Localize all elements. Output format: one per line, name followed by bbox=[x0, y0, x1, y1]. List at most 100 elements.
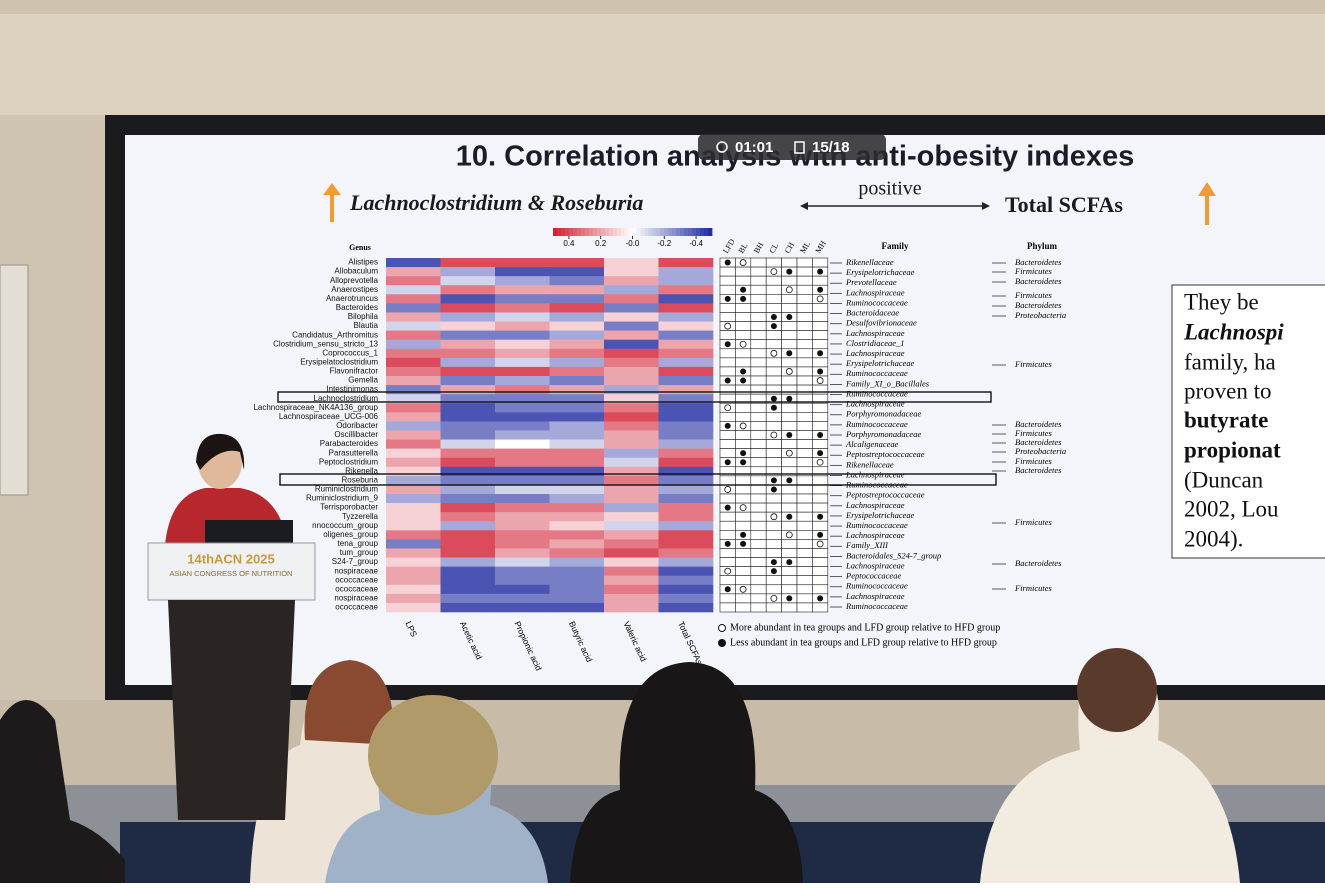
dot-filled bbox=[817, 531, 824, 538]
family-label: Lachnospiraceae bbox=[845, 530, 905, 540]
heatmap-cell bbox=[549, 267, 605, 277]
heatmap-cell bbox=[495, 385, 550, 395]
heatmap-cell bbox=[604, 530, 659, 540]
highlight-box bbox=[279, 473, 997, 486]
heatmap-cell bbox=[658, 394, 714, 404]
heatmap-cell bbox=[495, 303, 550, 313]
dot-cell bbox=[750, 294, 767, 304]
phylum-label: Proteobacteria bbox=[1014, 446, 1066, 456]
dot-cell bbox=[812, 475, 829, 486]
heatmap-cell bbox=[604, 276, 659, 286]
dot-cell bbox=[719, 439, 736, 449]
heatmap-cell bbox=[495, 330, 550, 340]
dot-open bbox=[724, 486, 732, 493]
dot-cell bbox=[735, 275, 752, 286]
dot-open bbox=[770, 268, 778, 276]
legend-dot bbox=[718, 639, 726, 647]
genus-label: Ruminiclostridium_9 bbox=[306, 494, 379, 503]
dot-cell bbox=[735, 593, 752, 604]
colorbar-segment bbox=[604, 228, 610, 236]
dot-cell bbox=[796, 348, 813, 359]
dot-cell bbox=[750, 530, 767, 540]
heatmap-cell bbox=[604, 512, 659, 522]
genus-label: Candidatus_Arthromitus bbox=[292, 330, 378, 339]
dot-cell bbox=[735, 312, 752, 322]
dot-filled bbox=[786, 268, 793, 275]
family-label: Lachnospiraceae bbox=[845, 399, 905, 409]
heatmap-cell bbox=[495, 294, 550, 304]
phylum-label: Firmicutes bbox=[1014, 583, 1053, 593]
laptop bbox=[205, 520, 293, 546]
heatmap-cell bbox=[658, 602, 714, 613]
dot-cell bbox=[812, 548, 829, 558]
heatmap-cell bbox=[386, 548, 441, 558]
phylum-label: Proteobacteria bbox=[1014, 310, 1066, 320]
genus-label: Blautia bbox=[354, 321, 379, 330]
heatmap-cell bbox=[604, 403, 659, 413]
genus-label: Parasutterella bbox=[329, 448, 379, 457]
heatmap-cell bbox=[658, 575, 714, 586]
heatmap-cell bbox=[658, 285, 714, 295]
family-label: Porphyromonadaceae bbox=[845, 429, 921, 439]
family-label: Alcaligenaceae bbox=[845, 439, 899, 449]
genus-label: Anaerotruncus bbox=[326, 294, 378, 303]
colorbar-segment bbox=[684, 228, 689, 236]
side-line: 2002, Lou bbox=[1184, 496, 1279, 521]
dot-cell bbox=[812, 312, 829, 322]
colorbar-segment bbox=[648, 228, 653, 236]
heatmap-cell bbox=[386, 512, 441, 522]
dot-cell bbox=[796, 266, 813, 277]
dot-open bbox=[785, 531, 793, 539]
colorbar-segment bbox=[676, 228, 681, 236]
heatmap-cell bbox=[495, 539, 550, 549]
dot-open bbox=[770, 349, 778, 357]
dot-cell bbox=[796, 566, 813, 576]
dot-cell bbox=[750, 548, 767, 558]
dot-cell bbox=[719, 366, 736, 377]
dot-filled bbox=[817, 513, 824, 520]
heatmap-cell bbox=[658, 557, 714, 567]
dot-cell bbox=[719, 266, 736, 277]
dot-cell bbox=[735, 430, 752, 440]
dot-cell bbox=[719, 430, 736, 440]
heatmap-cell bbox=[549, 548, 605, 558]
heatmap-cell bbox=[495, 512, 550, 522]
heatmap-cell bbox=[386, 539, 441, 549]
heatmap-cell bbox=[440, 412, 496, 422]
heatmap-cell bbox=[386, 294, 441, 304]
heatmap-cell bbox=[440, 258, 496, 268]
heatmap-cell bbox=[549, 593, 605, 604]
heatmap-cell bbox=[549, 385, 605, 395]
right-label: Total SCFAs bbox=[1005, 192, 1123, 217]
dot-filled bbox=[770, 323, 777, 330]
genus-label: Flavonifractor bbox=[330, 367, 379, 376]
heatmap-cell bbox=[386, 412, 441, 422]
speaker-hair bbox=[196, 433, 245, 470]
heatmap-cell bbox=[440, 548, 496, 558]
dot-cell bbox=[812, 303, 829, 313]
heatmap-cell bbox=[658, 539, 714, 549]
dot-filled bbox=[817, 432, 824, 438]
dot-cell bbox=[750, 303, 767, 313]
genus-label: Anaerostipes bbox=[331, 285, 378, 294]
heatmap-cell bbox=[549, 530, 605, 540]
dot-cell bbox=[781, 457, 798, 468]
family-label: Family_XIII bbox=[845, 540, 889, 550]
heatmap-cell bbox=[440, 439, 496, 449]
dot-cell bbox=[719, 557, 736, 567]
heatmap-cell bbox=[604, 602, 659, 613]
dot-filled bbox=[770, 559, 777, 566]
dot-cell bbox=[796, 511, 813, 522]
dot-cell bbox=[765, 584, 782, 595]
heatmap-cell bbox=[495, 494, 550, 504]
heatmap-cell bbox=[549, 602, 605, 613]
heatmap-cell bbox=[604, 285, 659, 295]
genus-label: Lachnospiraceae_NK4A136_group bbox=[253, 403, 378, 412]
heatmap-cell bbox=[604, 475, 659, 486]
dot-filled bbox=[740, 531, 747, 538]
phylum-label: Bacteroidetes bbox=[1015, 300, 1062, 310]
colorbar-label: -0.0 bbox=[626, 239, 640, 248]
dot-cell bbox=[765, 457, 782, 468]
dot-filled bbox=[786, 595, 793, 602]
dot-cell bbox=[765, 502, 782, 513]
